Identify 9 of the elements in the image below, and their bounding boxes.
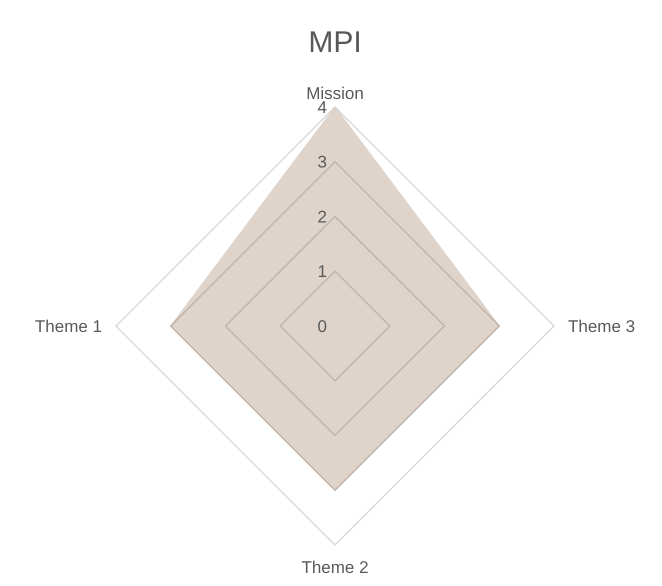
- spoke-label: Theme 3: [568, 317, 636, 336]
- y-tick-label: 1: [318, 262, 327, 282]
- y-tick-label: 3: [318, 152, 327, 172]
- y-tick-label: 4: [318, 98, 327, 117]
- y-tick-label: 0: [318, 316, 327, 336]
- spoke-label: Theme 2: [301, 558, 369, 577]
- chart-title: MPI: [308, 26, 362, 59]
- spoke-label: Theme 1: [34, 317, 102, 336]
- y-tick-label: 2: [318, 207, 327, 226]
